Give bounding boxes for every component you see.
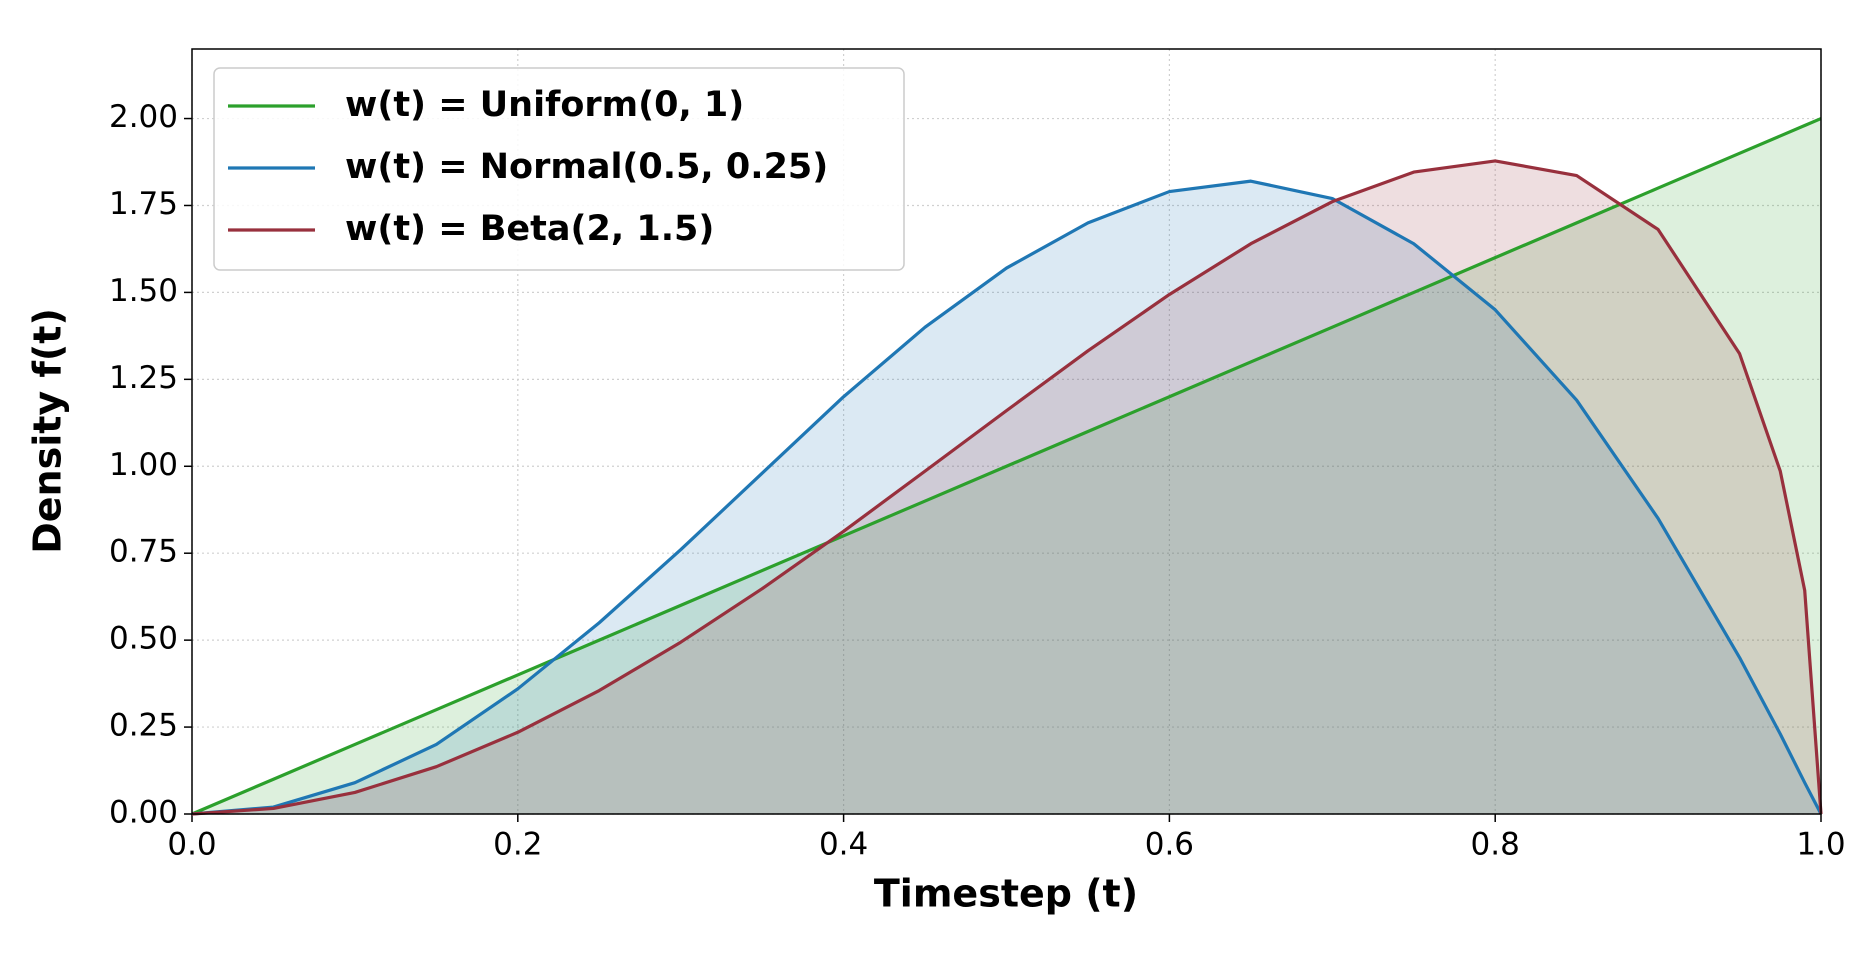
- y-tick-label: 1.25: [109, 360, 178, 396]
- y-tick-label: 2.00: [109, 99, 178, 135]
- y-tick-label: 1.50: [109, 273, 178, 309]
- x-tick-label: 0.4: [819, 827, 868, 863]
- y-tick-label: 0.50: [109, 621, 178, 657]
- legend-label: w(t) = Uniform(0, 1): [345, 85, 744, 125]
- plot-frame: [191, 48, 1822, 815]
- x-tick-label: 0.2: [493, 827, 542, 863]
- y-axis-label: Density f(t): [26, 308, 70, 554]
- legend-box: [213, 67, 905, 271]
- legend: w(t) = Uniform(0, 1) w(t) = Normal(0.5, 0…: [213, 67, 905, 271]
- area-fill: [192, 160, 1821, 814]
- line-series: [191, 179, 1823, 816]
- y-tick-label: 1.75: [109, 186, 178, 222]
- line-series: [191, 159, 1823, 816]
- x-tick-label: 0.6: [1145, 827, 1194, 863]
- line-series: [191, 117, 1822, 816]
- x-tick-label: 0.0: [167, 827, 216, 863]
- x-tick-label: 0.8: [1471, 827, 1520, 863]
- x-tick-label: 1.0: [1796, 827, 1845, 863]
- legend-label: w(t) = Normal(0.5, 0.25): [345, 147, 828, 187]
- x-axis-label: Timestep (t): [874, 872, 1138, 916]
- y-tick-label: 0.00: [109, 795, 178, 831]
- area-fill: [192, 181, 1821, 815]
- y-tick-label: 0.25: [109, 708, 178, 744]
- legend-label: w(t) = Beta(2, 1.5): [345, 209, 714, 249]
- y-tick-label: 0.75: [109, 534, 178, 570]
- y-tick-label: 1.00: [109, 447, 178, 483]
